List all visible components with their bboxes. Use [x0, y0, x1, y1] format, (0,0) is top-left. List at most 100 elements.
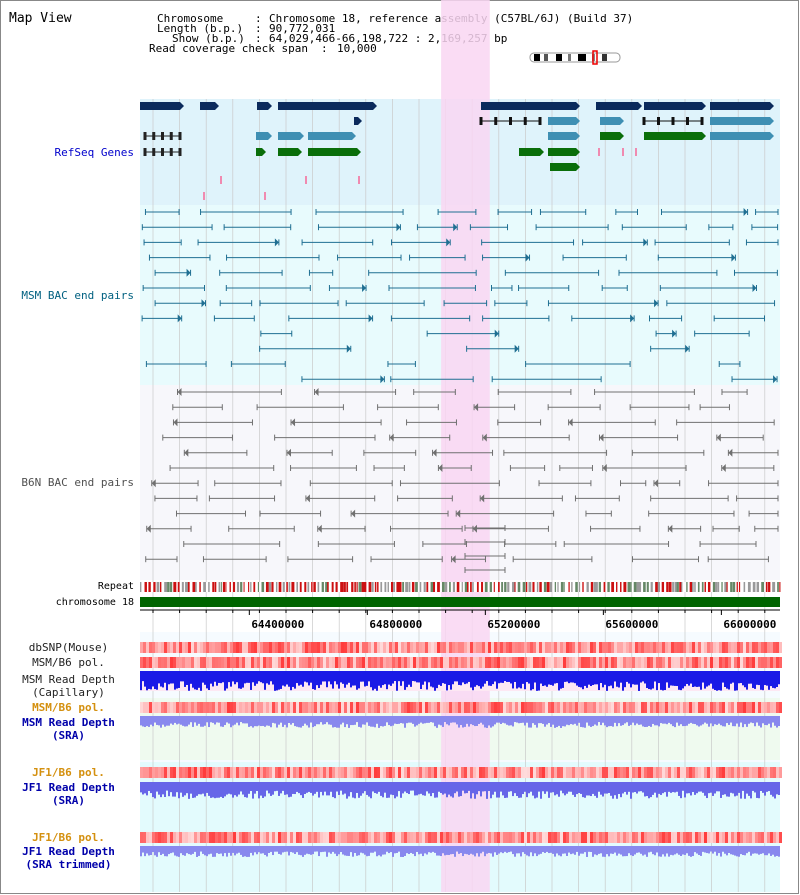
msm-depth-sra-bar: [676, 716, 678, 723]
jf1-b6-pol-cell: [527, 767, 530, 778]
jf1-b6-pol-2-cell: [779, 832, 782, 843]
jf1-depth-trim-bar: [266, 846, 268, 857]
track-label-b6n-bac[interactable]: B6N BAC end pairs: [21, 476, 134, 489]
dbsnp-cell: [536, 642, 539, 653]
track-label-jf1-depth-trim-sub: (SRA trimmed): [25, 858, 112, 871]
jf1-depth-sra-bar: [624, 782, 626, 792]
track-label-jf1-b6-pol-2: JF1/B6 pol.: [32, 831, 105, 844]
jf1-depth-sra-bar: [508, 782, 510, 792]
jf1-depth-trim-bar: [302, 846, 304, 857]
jf1-b6-pol-cell: [476, 767, 479, 778]
jf1-depth-trim-bar: [538, 846, 540, 855]
msm-depth-sra-bar: [686, 716, 688, 726]
jf1-b6-pol-cell: [563, 767, 566, 778]
jf1-depth-trim-bar: [678, 846, 680, 855]
jf1-depth-trim-bar: [286, 846, 288, 852]
msm-b6-pol-cell: [239, 657, 242, 668]
jf1-b6-pol-2-cell: [182, 832, 185, 843]
jf1-b6-pol-cell: [152, 767, 155, 778]
refseq-gene-exon: [686, 117, 689, 125]
msm-depth-cap-bar: [742, 671, 744, 686]
msm-b6-pol-cell: [383, 657, 386, 668]
msm-depth-cap-bar: [384, 671, 386, 685]
jf1-depth-trim-bar: [322, 846, 324, 852]
jf1-depth-trim-bar: [444, 846, 446, 856]
msm-b6-pol-cell: [308, 657, 311, 668]
msm-b6-pol-cell: [527, 657, 530, 668]
msm-b6-pol-2-cell: [362, 702, 365, 713]
msm-depth-sra-bar: [526, 716, 528, 723]
repeat-element: [571, 582, 573, 592]
msm-b6-pol-cell: [338, 657, 341, 668]
msm-depth-sra-bar: [180, 716, 182, 725]
msm-depth-sra-bar: [406, 716, 408, 724]
jf1-depth-sra-bar: [292, 782, 294, 794]
jf1-b6-pol-2-cell: [668, 832, 671, 843]
msm-depth-sra-bar: [364, 716, 366, 725]
msm-depth-sra-bar: [716, 716, 718, 725]
msm-depth-sra-bar: [378, 716, 380, 728]
track-label-msm-bac[interactable]: MSM BAC end pairs: [21, 289, 134, 302]
msm-depth-sra-bar: [196, 716, 198, 726]
msm-depth-sra-bar: [282, 716, 284, 727]
repeat-element: [692, 582, 694, 592]
jf1-depth-sra-bar: [288, 782, 290, 798]
jf1-b6-pol-2-cell: [722, 832, 725, 843]
jf1-b6-pol-2-cell: [593, 832, 596, 843]
msm-depth-cap-bar: [392, 671, 394, 684]
header-length-key: Length (b.p.): [157, 22, 244, 35]
jf1-depth-trim-bar: [600, 846, 602, 854]
msm-depth-sra-bar: [606, 716, 608, 728]
jf1-depth-trim-bar: [422, 846, 424, 857]
msm-depth-sra-bar: [278, 716, 280, 725]
dbsnp-cell: [665, 642, 668, 653]
msm-depth-sra-bar: [514, 716, 516, 723]
dbsnp-cell: [557, 642, 560, 653]
msm-depth-cap-bar: [468, 671, 470, 682]
dbsnp-cell: [350, 642, 353, 653]
msm-depth-sra-bar: [504, 716, 506, 724]
msm-depth-sra-bar: [748, 716, 750, 724]
refseq-gene: [550, 163, 576, 171]
refseq-gene: [278, 102, 373, 110]
jf1-b6-pol-cell: [500, 767, 503, 778]
jf1-b6-pol-2-cell: [584, 832, 587, 843]
jf1-depth-sra-bar: [700, 782, 702, 792]
msm-depth-cap-bar: [692, 671, 694, 688]
jf1-depth-sra-bar: [702, 782, 704, 793]
jf1-depth-sra-bar: [706, 782, 708, 799]
track-label-refseq[interactable]: RefSeq Genes: [54, 146, 134, 159]
jf1-b6-pol-cell: [644, 767, 647, 778]
jf1-depth-trim-bar: [732, 846, 734, 855]
msm-depth-cap-bar: [648, 671, 650, 690]
dbsnp-cell: [269, 642, 272, 653]
msm-b6-pol-2-cell: [158, 702, 161, 713]
b6n-bac-arrow: [728, 448, 733, 457]
dbsnp-cell: [494, 642, 497, 653]
dbsnp-cell: [152, 642, 155, 653]
dbsnp-cell: [659, 642, 662, 653]
jf1-b6-pol-cell: [173, 767, 176, 778]
msm-b6-pol-2-cell: [512, 702, 515, 713]
msm-depth-sra-bar: [206, 716, 208, 723]
msm-depth-sra-bar: [726, 716, 728, 724]
repeat-element: [354, 582, 356, 592]
dbsnp-cell: [404, 642, 407, 653]
jf1-depth-sra-bar: [756, 782, 758, 798]
jf1-b6-pol-2-cell: [200, 832, 203, 843]
msm-depth-sra-bar: [680, 716, 682, 725]
jf1-b6-pol-cell: [353, 767, 356, 778]
msm-b6-pol-cell: [176, 657, 179, 668]
jf1-depth-sra-bar: [588, 782, 590, 796]
jf1-b6-pol-2-cell: [341, 832, 344, 843]
jf1-b6-pol-cell: [233, 767, 236, 778]
jf1-b6-pol-cell: [146, 767, 149, 778]
msm-b6-pol-2-cell: [635, 702, 638, 713]
refseq-gene-strand: [770, 132, 774, 140]
jf1-b6-pol-2-cell: [167, 832, 170, 843]
jf1-b6-pol-2-cell: [434, 832, 437, 843]
jf1-depth-trim-bar: [644, 846, 646, 855]
msm-depth-sra-bar: [574, 716, 576, 724]
msm-depth-cap-bar: [292, 671, 294, 687]
